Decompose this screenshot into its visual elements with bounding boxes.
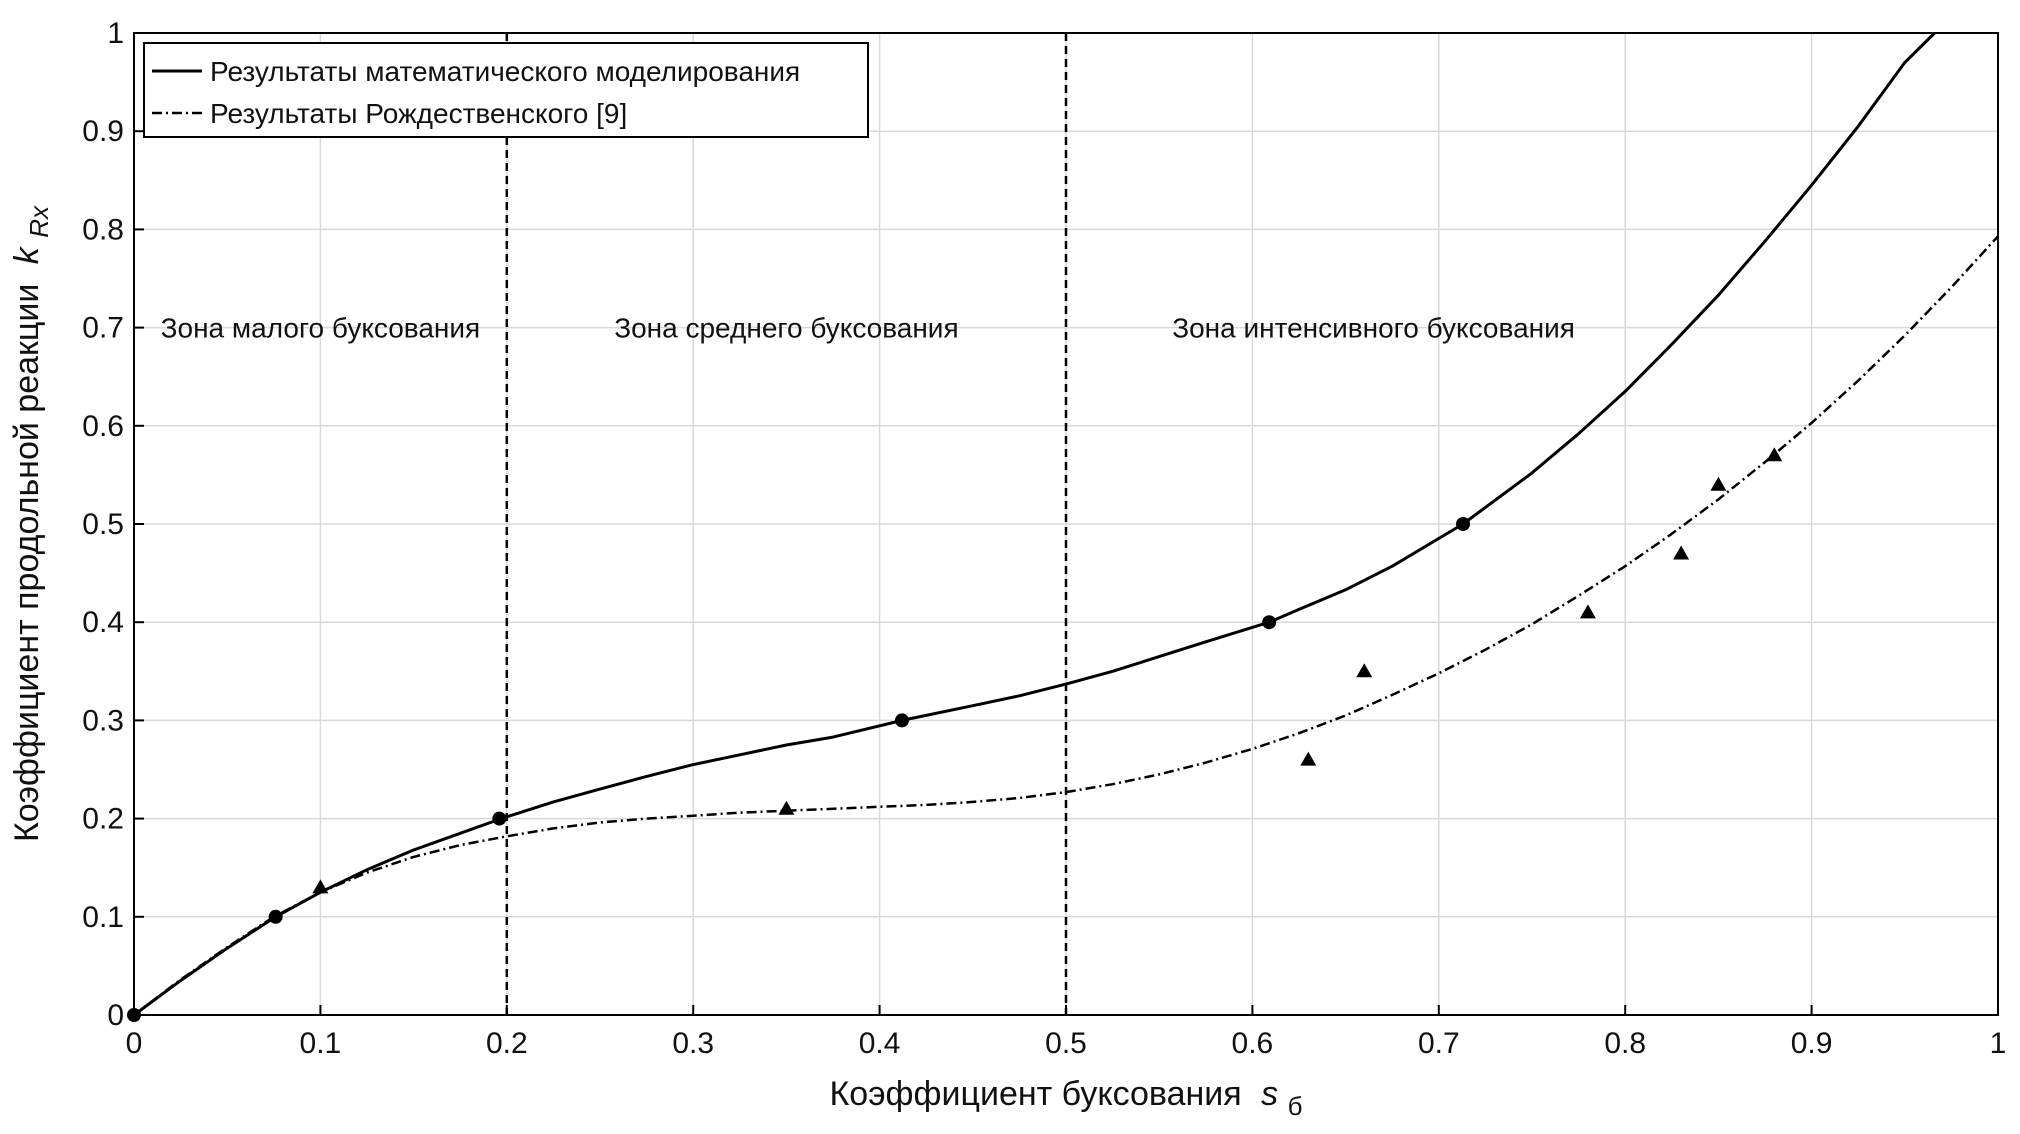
circle-marker xyxy=(1262,615,1277,630)
triangle-marker xyxy=(312,879,329,894)
x-tick-label: 1 xyxy=(1990,1027,2007,1060)
triangle-marker xyxy=(1300,751,1317,766)
y-tick-labels: 0 0.1 0.2 0.3 0.4 0.5 0.6 0.7 0.8 0.9 1 xyxy=(82,17,124,1032)
triangle-marker xyxy=(1673,545,1690,560)
x-tick-label: 0.6 xyxy=(1232,1027,1274,1060)
zone-label: Зона среднего буксования xyxy=(614,313,958,344)
x-tick-label: 0.5 xyxy=(1045,1027,1087,1060)
x-axis-symbol: s xyxy=(1261,1075,1278,1113)
circle-marker xyxy=(492,811,507,826)
x-tick-label: 0.7 xyxy=(1418,1027,1460,1060)
legend-label-rozhdestvensky: Результаты Рождественского [9] xyxy=(210,98,627,129)
x-tick-label: 0.4 xyxy=(859,1027,901,1060)
triangle-marker xyxy=(1766,447,1783,462)
y-tick-label: 0.2 xyxy=(82,803,124,836)
x-axis-title: Коэффициент буксования s б xyxy=(829,1075,1302,1121)
series-line-rozhdestvensky xyxy=(133,235,1999,1016)
x-tick-label: 0.3 xyxy=(672,1027,714,1060)
x-tick-label: 0 xyxy=(126,1027,143,1060)
y-tick-label: 1 xyxy=(107,17,124,50)
y-axis-title-text: Коэффициент продольной реакции xyxy=(8,284,46,842)
y-tick-label: 0.3 xyxy=(82,704,124,737)
y-tick-label: 0.4 xyxy=(82,606,124,639)
zone-label: Зона интенсивного буксования xyxy=(1172,313,1575,344)
triangle-marker xyxy=(778,800,795,815)
circle-marker xyxy=(894,713,909,728)
zone-labels: Зона малого буксования Зона среднего букс… xyxy=(161,313,1575,344)
x-tick-label: 0.1 xyxy=(300,1027,342,1060)
x-tick-label: 0.2 xyxy=(486,1027,528,1060)
x-tick-labels: 0 0.1 0.2 0.3 0.4 0.5 0.6 0.7 0.8 0.9 1 xyxy=(126,1027,2007,1060)
y-tick-label: 0.6 xyxy=(82,410,124,443)
plot-frame xyxy=(133,32,1999,1016)
legend: Результаты математического моделирования… xyxy=(143,42,869,138)
zone-boundaries xyxy=(505,33,1068,1015)
series-line-model xyxy=(133,31,1936,1017)
y-tick-label: 0 xyxy=(107,999,124,1032)
y-tick-label: 0.7 xyxy=(82,312,124,345)
x-axis-subscript: б xyxy=(1288,1091,1303,1121)
y-axis-symbol: k xyxy=(8,245,46,264)
triangle-marker xyxy=(1356,663,1373,678)
x-axis-title-text: Коэффициент буксования xyxy=(829,1075,1241,1113)
y-tick-label: 0.5 xyxy=(82,508,124,541)
markers xyxy=(127,447,1783,1022)
triangle-marker xyxy=(1710,476,1727,491)
series-layer xyxy=(133,31,1999,1017)
circle-marker xyxy=(268,909,283,924)
y-axis-subscript: Rx xyxy=(24,205,54,238)
triangle-marker xyxy=(1579,604,1596,619)
x-tick-label: 0.8 xyxy=(1604,1027,1646,1060)
x-tick-label: 0.9 xyxy=(1791,1027,1833,1060)
y-axis-title: Коэффициент продольной реакции k Rx xyxy=(8,205,54,842)
circle-marker xyxy=(1456,517,1471,531)
y-tick-label: 0.8 xyxy=(82,213,124,246)
legend-box xyxy=(143,42,869,138)
zone-label: Зона малого буксования xyxy=(161,313,481,344)
y-tick-label: 0.1 xyxy=(82,901,124,934)
y-tick-label: 0.9 xyxy=(82,115,124,148)
legend-label-model: Результаты математического моделирования xyxy=(210,56,800,87)
